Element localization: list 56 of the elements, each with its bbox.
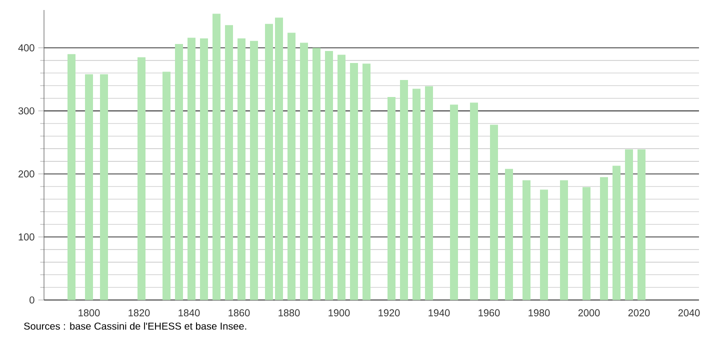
x-tick-label: 1860 bbox=[228, 309, 250, 316]
bar bbox=[200, 38, 208, 300]
y-tick-label: 0 bbox=[30, 296, 34, 304]
bar bbox=[265, 24, 274, 300]
bar bbox=[362, 64, 371, 300]
bar bbox=[612, 166, 621, 300]
source-note: Sources : base Cassini de l'EHESS et base Insee. bbox=[24, 322, 246, 330]
bar bbox=[212, 14, 221, 300]
bar bbox=[350, 62, 358, 300]
x-tick-label: 1820 bbox=[128, 309, 150, 316]
bar bbox=[400, 80, 408, 300]
bar bbox=[300, 42, 308, 300]
bar bbox=[175, 44, 184, 300]
y-tick-label: 300 bbox=[18, 107, 34, 114]
x-tick-label: 1800 bbox=[78, 309, 100, 316]
x-tick-label: 1900 bbox=[328, 309, 350, 316]
bar bbox=[560, 180, 568, 300]
x-tick-label: 2020 bbox=[628, 309, 650, 316]
bar bbox=[540, 190, 548, 300]
bar bbox=[238, 38, 246, 300]
bar bbox=[625, 149, 634, 300]
y-tick-label: 100 bbox=[18, 233, 34, 241]
bar bbox=[450, 104, 458, 300]
x-tick-label: 1940 bbox=[428, 309, 450, 316]
bar bbox=[582, 187, 591, 300]
x-tick-label: 1880 bbox=[278, 309, 300, 316]
bar bbox=[325, 50, 334, 300]
bar bbox=[522, 180, 531, 300]
bar bbox=[162, 72, 171, 300]
bar bbox=[470, 102, 478, 300]
x-tick-label: 1960 bbox=[478, 309, 500, 316]
bar bbox=[288, 32, 296, 300]
bar bbox=[490, 124, 498, 300]
bar bbox=[275, 18, 284, 300]
bar bbox=[250, 40, 258, 300]
bar bbox=[188, 38, 196, 300]
x-tick-label: 2040 bbox=[678, 309, 700, 316]
bar bbox=[600, 177, 608, 300]
x-tick-label: 1840 bbox=[178, 309, 200, 316]
bar bbox=[85, 74, 93, 300]
y-tick-label: 200 bbox=[18, 170, 34, 178]
bar bbox=[138, 57, 146, 300]
bar bbox=[425, 86, 434, 300]
x-tick-label: 1980 bbox=[528, 309, 550, 316]
x-tick-label: 2000 bbox=[578, 309, 600, 316]
bar bbox=[68, 54, 76, 300]
bar bbox=[505, 168, 514, 300]
bar bbox=[100, 74, 108, 300]
bar bbox=[338, 54, 346, 300]
bar bbox=[412, 88, 421, 300]
y-tick-label: 400 bbox=[18, 44, 34, 52]
bar bbox=[638, 149, 646, 300]
bar bbox=[312, 48, 321, 300]
bar bbox=[225, 25, 233, 300]
x-tick-label: 1920 bbox=[378, 309, 400, 316]
bar bbox=[388, 97, 396, 300]
